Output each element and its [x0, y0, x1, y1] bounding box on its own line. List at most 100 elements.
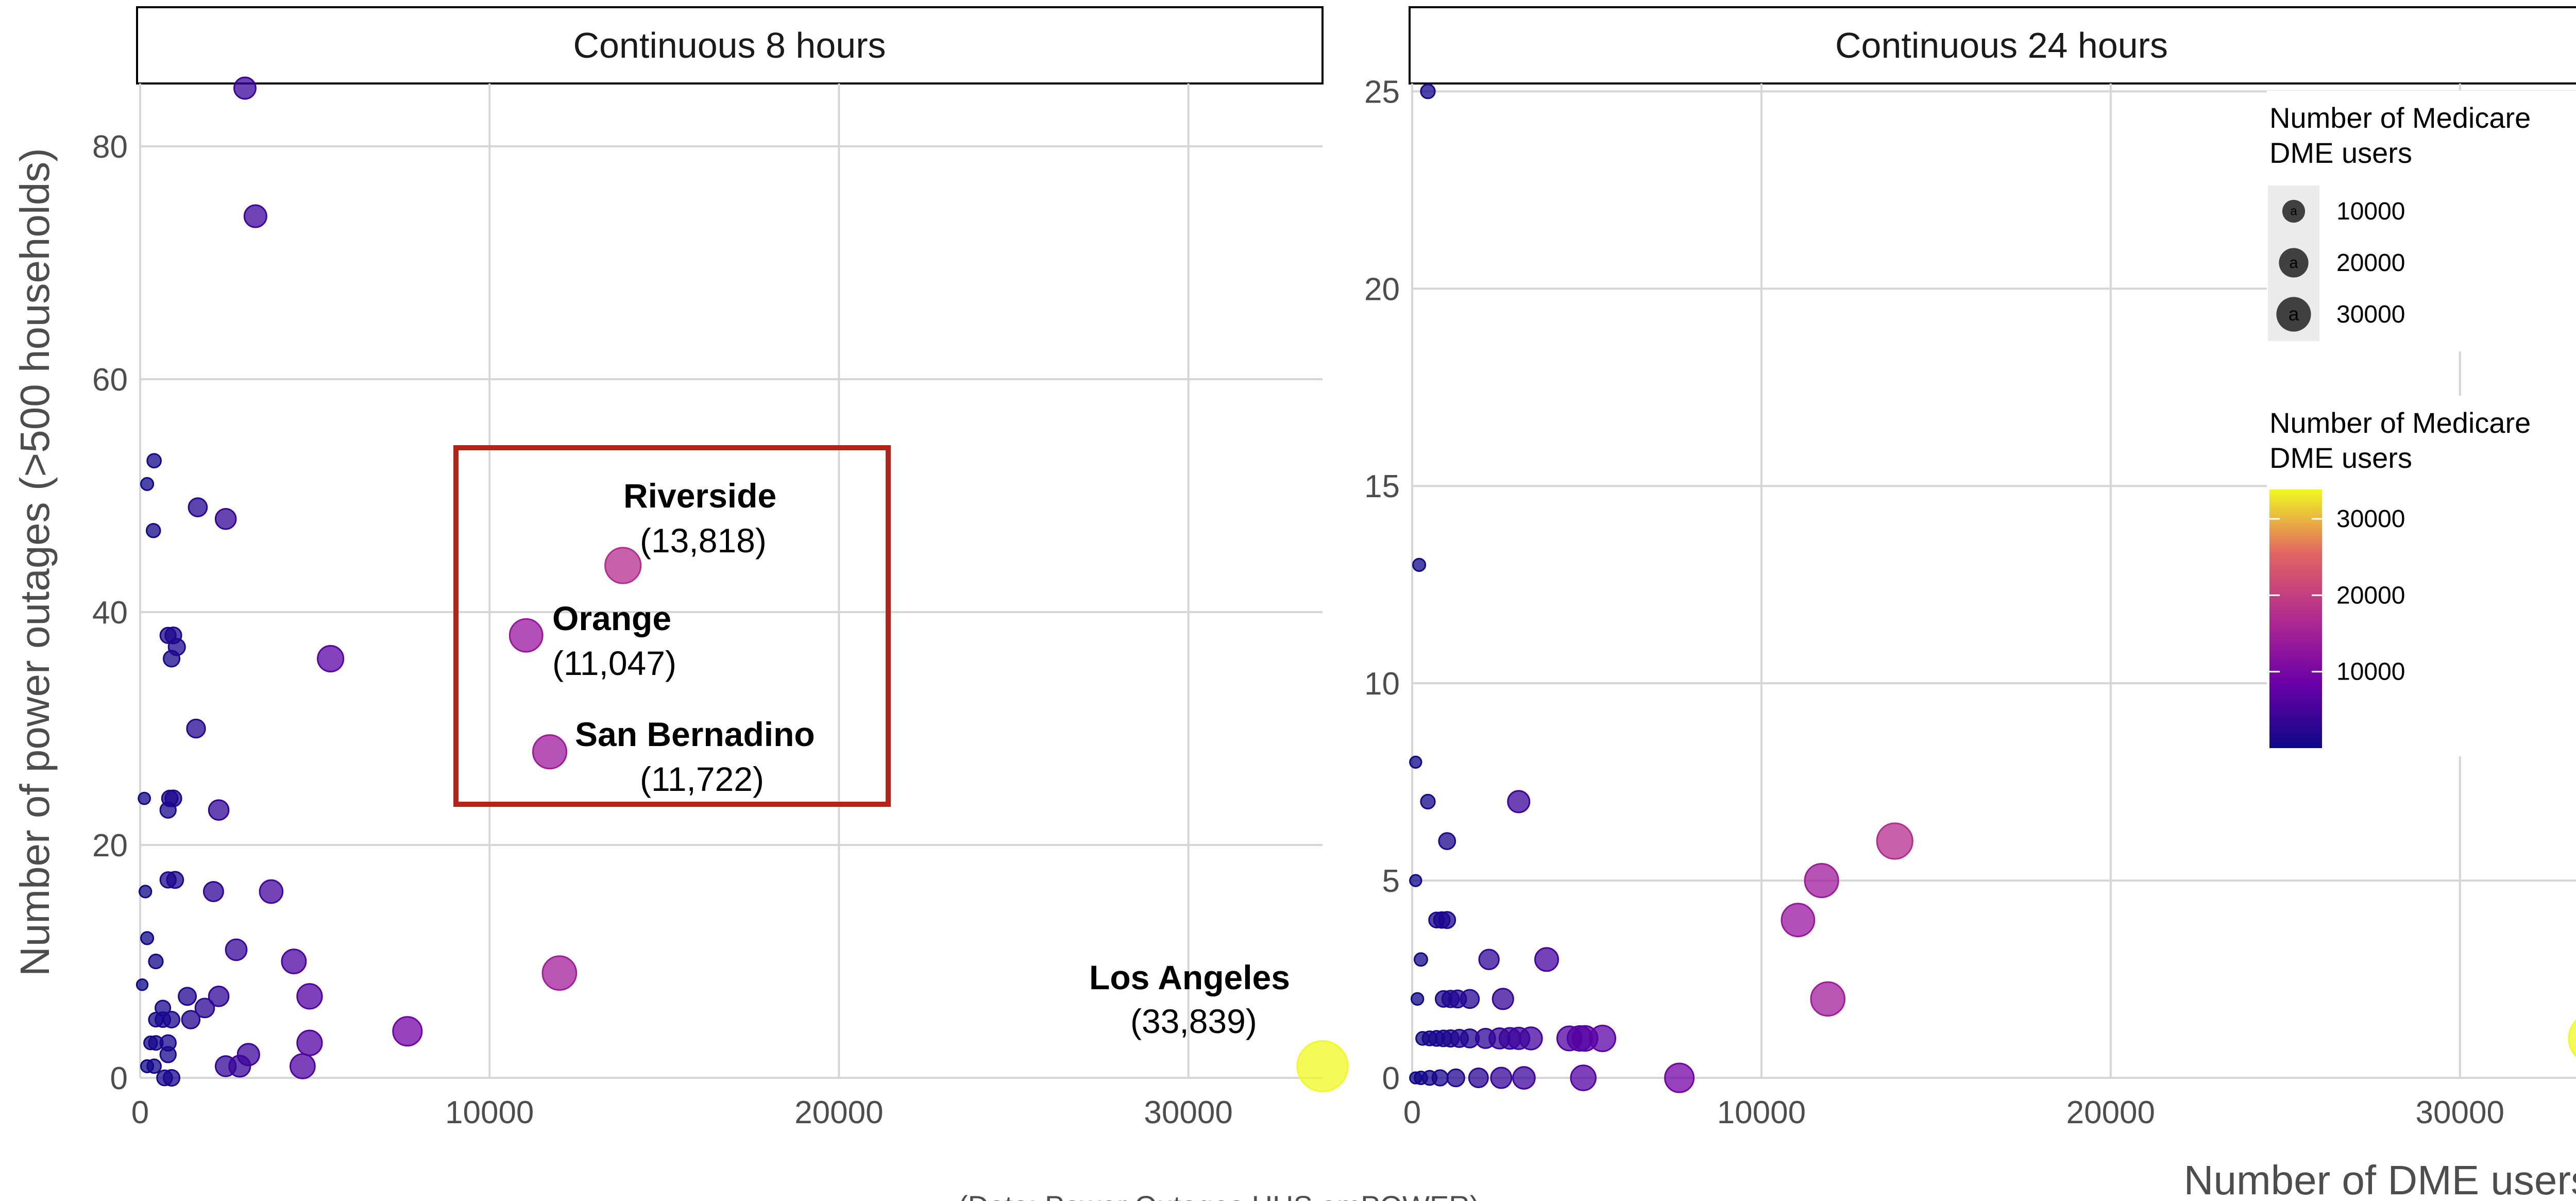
- y-tick-label: 10: [1364, 666, 1400, 702]
- data-point: [1588, 1024, 1617, 1052]
- data-point: [233, 76, 257, 100]
- legend-size-title-line2: DME users: [2269, 137, 2412, 169]
- data-point: [532, 734, 568, 770]
- data-point: [1431, 1069, 1449, 1087]
- legend-size-key: [2276, 297, 2311, 332]
- data-point: [202, 881, 224, 902]
- data-point: [181, 1010, 201, 1029]
- data-point: [1468, 1068, 1489, 1088]
- data-point: [1490, 1067, 1513, 1089]
- legend-color: Number of Medicare DME users 10000 20000 3…: [2267, 396, 2576, 756]
- data-point: [146, 453, 162, 469]
- tick-labels: 0 10000 20000 30000 0 20 40 60 80: [92, 129, 1233, 1130]
- data-point: [1810, 981, 1845, 1017]
- legend-size: Number of Medicare DME users a 10000 a 2000…: [2267, 91, 2576, 351]
- annotation-los-angeles: Los Angeles (33,839): [1089, 958, 1290, 1040]
- data-point: [188, 497, 208, 517]
- data-point: [1412, 557, 1427, 572]
- data-point: [164, 789, 182, 807]
- legend-color-title-line2: DME users: [2269, 442, 2412, 474]
- data-point: [296, 1029, 323, 1056]
- legend-size-glyph: a: [2289, 253, 2298, 272]
- data-point: [214, 508, 237, 530]
- annotation-name: Riverside: [623, 477, 776, 515]
- data-point: [1409, 755, 1422, 769]
- colorbar-label: 30000: [2336, 505, 2405, 533]
- strip-label: Continuous 8 hours: [573, 25, 886, 65]
- strip-box: [1409, 6, 2576, 84]
- y-tick-label: 0: [1382, 1061, 1400, 1096]
- legend-size-label: 20000: [2336, 249, 2405, 277]
- data-point: [166, 871, 184, 889]
- panel-continuous-24-hours: Continuous 24 hours 0 10000 20000 30000 0 5 10…: [1364, 6, 2576, 1130]
- data-point: [1507, 790, 1531, 814]
- panel-continuous-8-hours: Continuous 8 hours 0 10000 20000 30000 0 20 40…: [92, 6, 1349, 1130]
- data-point: [1478, 949, 1500, 970]
- data-point: [1420, 83, 1436, 99]
- x-axis-title: Number of DME users: [2184, 1157, 2576, 1201]
- data-point: [1664, 1062, 1695, 1093]
- data-point: [2568, 1020, 2576, 1057]
- y-tick-label: 5: [1382, 864, 1400, 899]
- strip-label: Continuous 24 hours: [1835, 25, 2168, 65]
- data-point: [1446, 1068, 1465, 1088]
- data-point: [604, 547, 642, 584]
- legend-size-glyph: a: [2290, 205, 2297, 218]
- x-tick-label: 10000: [445, 1095, 534, 1130]
- x-tick-label: 0: [131, 1095, 149, 1130]
- legend-size-title-line1: Number of Medicare: [2269, 102, 2531, 134]
- data-point: [1438, 832, 1456, 850]
- annotation-value: (33,839): [1130, 1002, 1257, 1040]
- data-point: [159, 1046, 177, 1063]
- colorbar: [2269, 489, 2322, 748]
- annotation-name: Los Angeles: [1089, 958, 1290, 996]
- data-point: [392, 1016, 423, 1047]
- data-point: [186, 718, 206, 739]
- data-point: [194, 997, 215, 1019]
- legend-size-keys: a 10000 a 20000 a 30000: [2276, 198, 2405, 332]
- data-point: [541, 955, 578, 991]
- tick-labels: 0 10000 20000 30000 0 5 10 15 20 25: [1364, 74, 2504, 1130]
- data-point: [148, 953, 164, 970]
- legend-size-key: [2282, 199, 2306, 223]
- data-point: [163, 1069, 181, 1087]
- annotation-name: Orange: [552, 599, 671, 637]
- data-point: [146, 1058, 162, 1074]
- y-tick-label: 0: [110, 1061, 128, 1096]
- data-point: [139, 885, 152, 899]
- y-tick-label: 20: [92, 828, 128, 864]
- data-points: [135, 76, 1349, 1092]
- legend-size-label: 30000: [2336, 301, 2405, 328]
- data-point: [163, 1010, 181, 1029]
- data-point: [225, 938, 248, 961]
- data-point: [140, 931, 155, 945]
- data-point: [1409, 874, 1422, 887]
- data-point: [290, 1053, 316, 1079]
- legend-size-glyph: a: [2289, 303, 2299, 325]
- x-tick-label: 0: [1403, 1095, 1421, 1130]
- y-tick-label: 25: [1364, 74, 1400, 110]
- data-point: [178, 987, 197, 1006]
- gridlines: [139, 83, 1323, 1079]
- legend-size-key: [2279, 248, 2309, 278]
- y-tick-label: 15: [1364, 469, 1400, 504]
- data-point: [1460, 989, 1480, 1009]
- data-point: [281, 949, 307, 974]
- data-points: [1409, 83, 2576, 1093]
- x-tick-label: 10000: [1717, 1095, 1806, 1130]
- annotation-value: (11,047): [552, 644, 676, 682]
- colorbar-label: 10000: [2336, 658, 2405, 686]
- data-point: [296, 983, 323, 1010]
- y-tick-label: 80: [92, 129, 128, 165]
- data-point: [1534, 947, 1559, 972]
- colorbar-labels: 10000 20000 30000: [2269, 505, 2405, 686]
- data-point: [1492, 988, 1514, 1010]
- data-point: [1512, 1066, 1536, 1090]
- annotation-orange: Orange (11,047): [552, 599, 676, 682]
- data-point: [236, 1043, 260, 1067]
- data-point: [1876, 822, 1913, 860]
- strip-box: [136, 6, 1324, 84]
- caption: (Data: Power Outages HHS emPOWER): [958, 1190, 1479, 1201]
- annotation-value: (11,722): [640, 760, 764, 798]
